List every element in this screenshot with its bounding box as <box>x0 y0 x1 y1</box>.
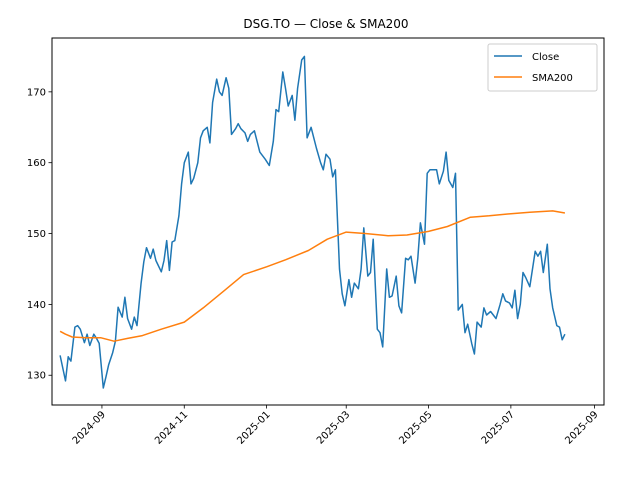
y-axis: 130 140 150 160 170 <box>27 87 52 382</box>
y-tick-label: 130 <box>27 371 46 382</box>
plot-lines <box>59 55 566 389</box>
y-tick-label: 160 <box>27 158 46 169</box>
chart-title: DSG.TO — Close & SMA200 <box>243 17 408 31</box>
y-tick-label: 140 <box>27 300 46 311</box>
plot-frame <box>51 37 605 406</box>
y-tick-label: 150 <box>27 229 46 240</box>
series-line-close <box>59 55 566 389</box>
legend-label-close: Close <box>532 52 559 63</box>
y-tick-label: 170 <box>27 87 46 98</box>
legend: Close SMA200 <box>487 43 598 92</box>
legend-label-sma200: SMA200 <box>532 73 573 84</box>
series-line-sma200 <box>59 210 566 342</box>
